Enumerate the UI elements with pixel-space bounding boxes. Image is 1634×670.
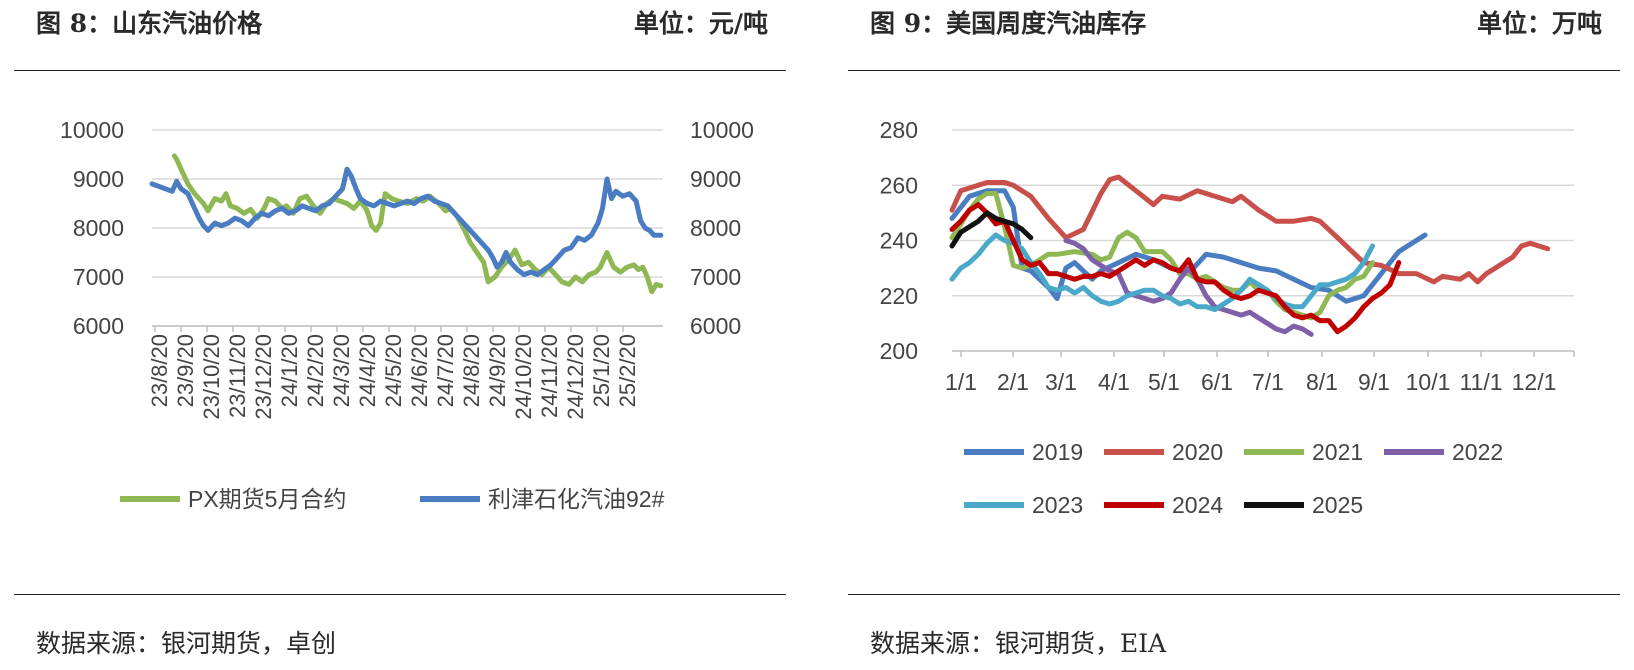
right-legend-label: 2019 [1032, 439, 1083, 465]
right-series-line-2019 [949, 188, 1428, 304]
left-figure-unit: 单位：元/吨 [633, 9, 768, 38]
left-legend-label: PX期货5月合约 [188, 486, 346, 512]
right-x-tick-label: 9/1 [1358, 369, 1390, 395]
right-legend-label: 2022 [1452, 439, 1503, 465]
right-y-tick-label: 240 [880, 228, 918, 254]
left-series-line-2 [149, 166, 664, 278]
left-series-line-1 [171, 153, 664, 295]
right-legend-label: 2025 [1312, 492, 1363, 518]
right-x-tick-label: 6/1 [1201, 369, 1233, 395]
right-figure-title: 图 9：美国周度汽油库存 [870, 9, 1147, 38]
left-figure-title: 图 8：山东汽油价格 [36, 9, 263, 38]
right-figure-unit: 单位：万吨 [1476, 9, 1602, 38]
right-x-tick-label: 1/1 [945, 369, 977, 395]
left-x-tick-label: 24/7/20 [433, 334, 458, 407]
left-x-tick-label: 24/3/20 [329, 334, 354, 407]
left-y-tick-label: 8000 [73, 215, 124, 241]
left-y-tick-label: 7000 [73, 264, 124, 290]
right-figure-source: 数据来源：银河期货，EIA [870, 629, 1167, 658]
right-legend-label: 2024 [1172, 492, 1223, 518]
right-x-tick-label: 12/1 [1512, 369, 1557, 395]
left-y2-tick-label: 8000 [690, 215, 741, 241]
right-x-tick-label: 5/1 [1148, 369, 1180, 395]
right-x-tick-label: 7/1 [1252, 369, 1284, 395]
left-top-rule [14, 70, 786, 71]
right-x-tick-label: 4/1 [1098, 369, 1130, 395]
left-x-tick-label: 24/5/20 [381, 334, 406, 407]
right-series-line-2023 [949, 232, 1375, 313]
left-x-tick-label: 23/9/20 [173, 334, 198, 407]
right-y-tick-label: 200 [880, 338, 918, 364]
left-x-tick-label: 24/9/20 [485, 334, 510, 407]
left-x-tick-label: 24/4/20 [355, 334, 380, 407]
left-x-tick-label: 24/8/20 [459, 334, 484, 407]
right-series-line-2025 [949, 210, 1034, 249]
right-series-line-2024 [949, 202, 1402, 335]
right-y-tick-label: 220 [880, 283, 918, 309]
left-x-tick-label: 25/2/20 [615, 334, 640, 407]
left-x-tick-label: 24/12/20 [563, 334, 588, 420]
right-series-line-2020 [949, 174, 1551, 285]
left-x-tick-label: 23/11/20 [225, 334, 250, 418]
left-x-tick-label: 23/12/20 [251, 334, 276, 420]
left-figure-source: 数据来源：银河期货，卓创 [36, 629, 337, 658]
right-y-tick-label: 280 [880, 117, 918, 143]
left-x-tick-label: 24/6/20 [407, 334, 432, 407]
left-figure-panel: 图 8：山东汽油价格 单位：元/吨 6000 6000 7000 7000 8000 80… [0, 0, 800, 670]
left-x-tick-label: 24/1/20 [277, 334, 302, 407]
left-bottom-rule [14, 594, 786, 595]
right-x-tick-label: 8/1 [1306, 369, 1338, 395]
right-x-tick-label: 3/1 [1045, 369, 1077, 395]
left-y-tick-label: 10000 [60, 117, 124, 143]
left-y2-tick-label: 6000 [690, 313, 741, 339]
left-y-tick-label: 9000 [73, 166, 124, 192]
left-x-tick-label: 25/1/20 [589, 334, 614, 407]
left-chart: 6000 6000 7000 7000 8000 8000 9000 9000 10000 100… [60, 117, 754, 512]
left-y2-tick-label: 7000 [690, 264, 741, 290]
right-legend-label: 2021 [1312, 439, 1363, 465]
right-series-line-2022 [1063, 238, 1314, 337]
right-top-rule [848, 70, 1620, 71]
right-chart: 200 220 240 260 280 1/1 2/1 3/1 4/1 5/1 6/1 7/1 8/1 9… [880, 117, 1575, 518]
right-bottom-rule [848, 594, 1620, 595]
right-figure-panel: 图 9：美国周度汽油库存 单位：万吨 200 220 240 260 280 1/1 2/1… [834, 0, 1634, 670]
left-x-tick-label: 24/10/20 [511, 334, 536, 420]
left-y2-tick-label: 10000 [690, 117, 754, 143]
right-legend-label: 2023 [1032, 492, 1083, 518]
left-y-tick-label: 6000 [73, 313, 124, 339]
left-y2-tick-label: 9000 [690, 166, 741, 192]
left-legend-label: 利津石化汽油92# [488, 486, 665, 512]
left-x-tick-label: 24/11/20 [537, 334, 562, 418]
left-x-tick-label: 23/8/20 [147, 334, 172, 407]
right-legend-label: 2020 [1172, 439, 1223, 465]
right-x-tick-label: 10/1 [1406, 369, 1451, 395]
left-x-tick-label: 23/10/20 [199, 334, 224, 420]
right-x-tick-label: 2/1 [997, 369, 1029, 395]
right-x-tick-label: 11/1 [1459, 369, 1502, 395]
left-x-tick-label: 24/2/20 [303, 334, 328, 407]
right-y-tick-label: 260 [880, 172, 918, 198]
